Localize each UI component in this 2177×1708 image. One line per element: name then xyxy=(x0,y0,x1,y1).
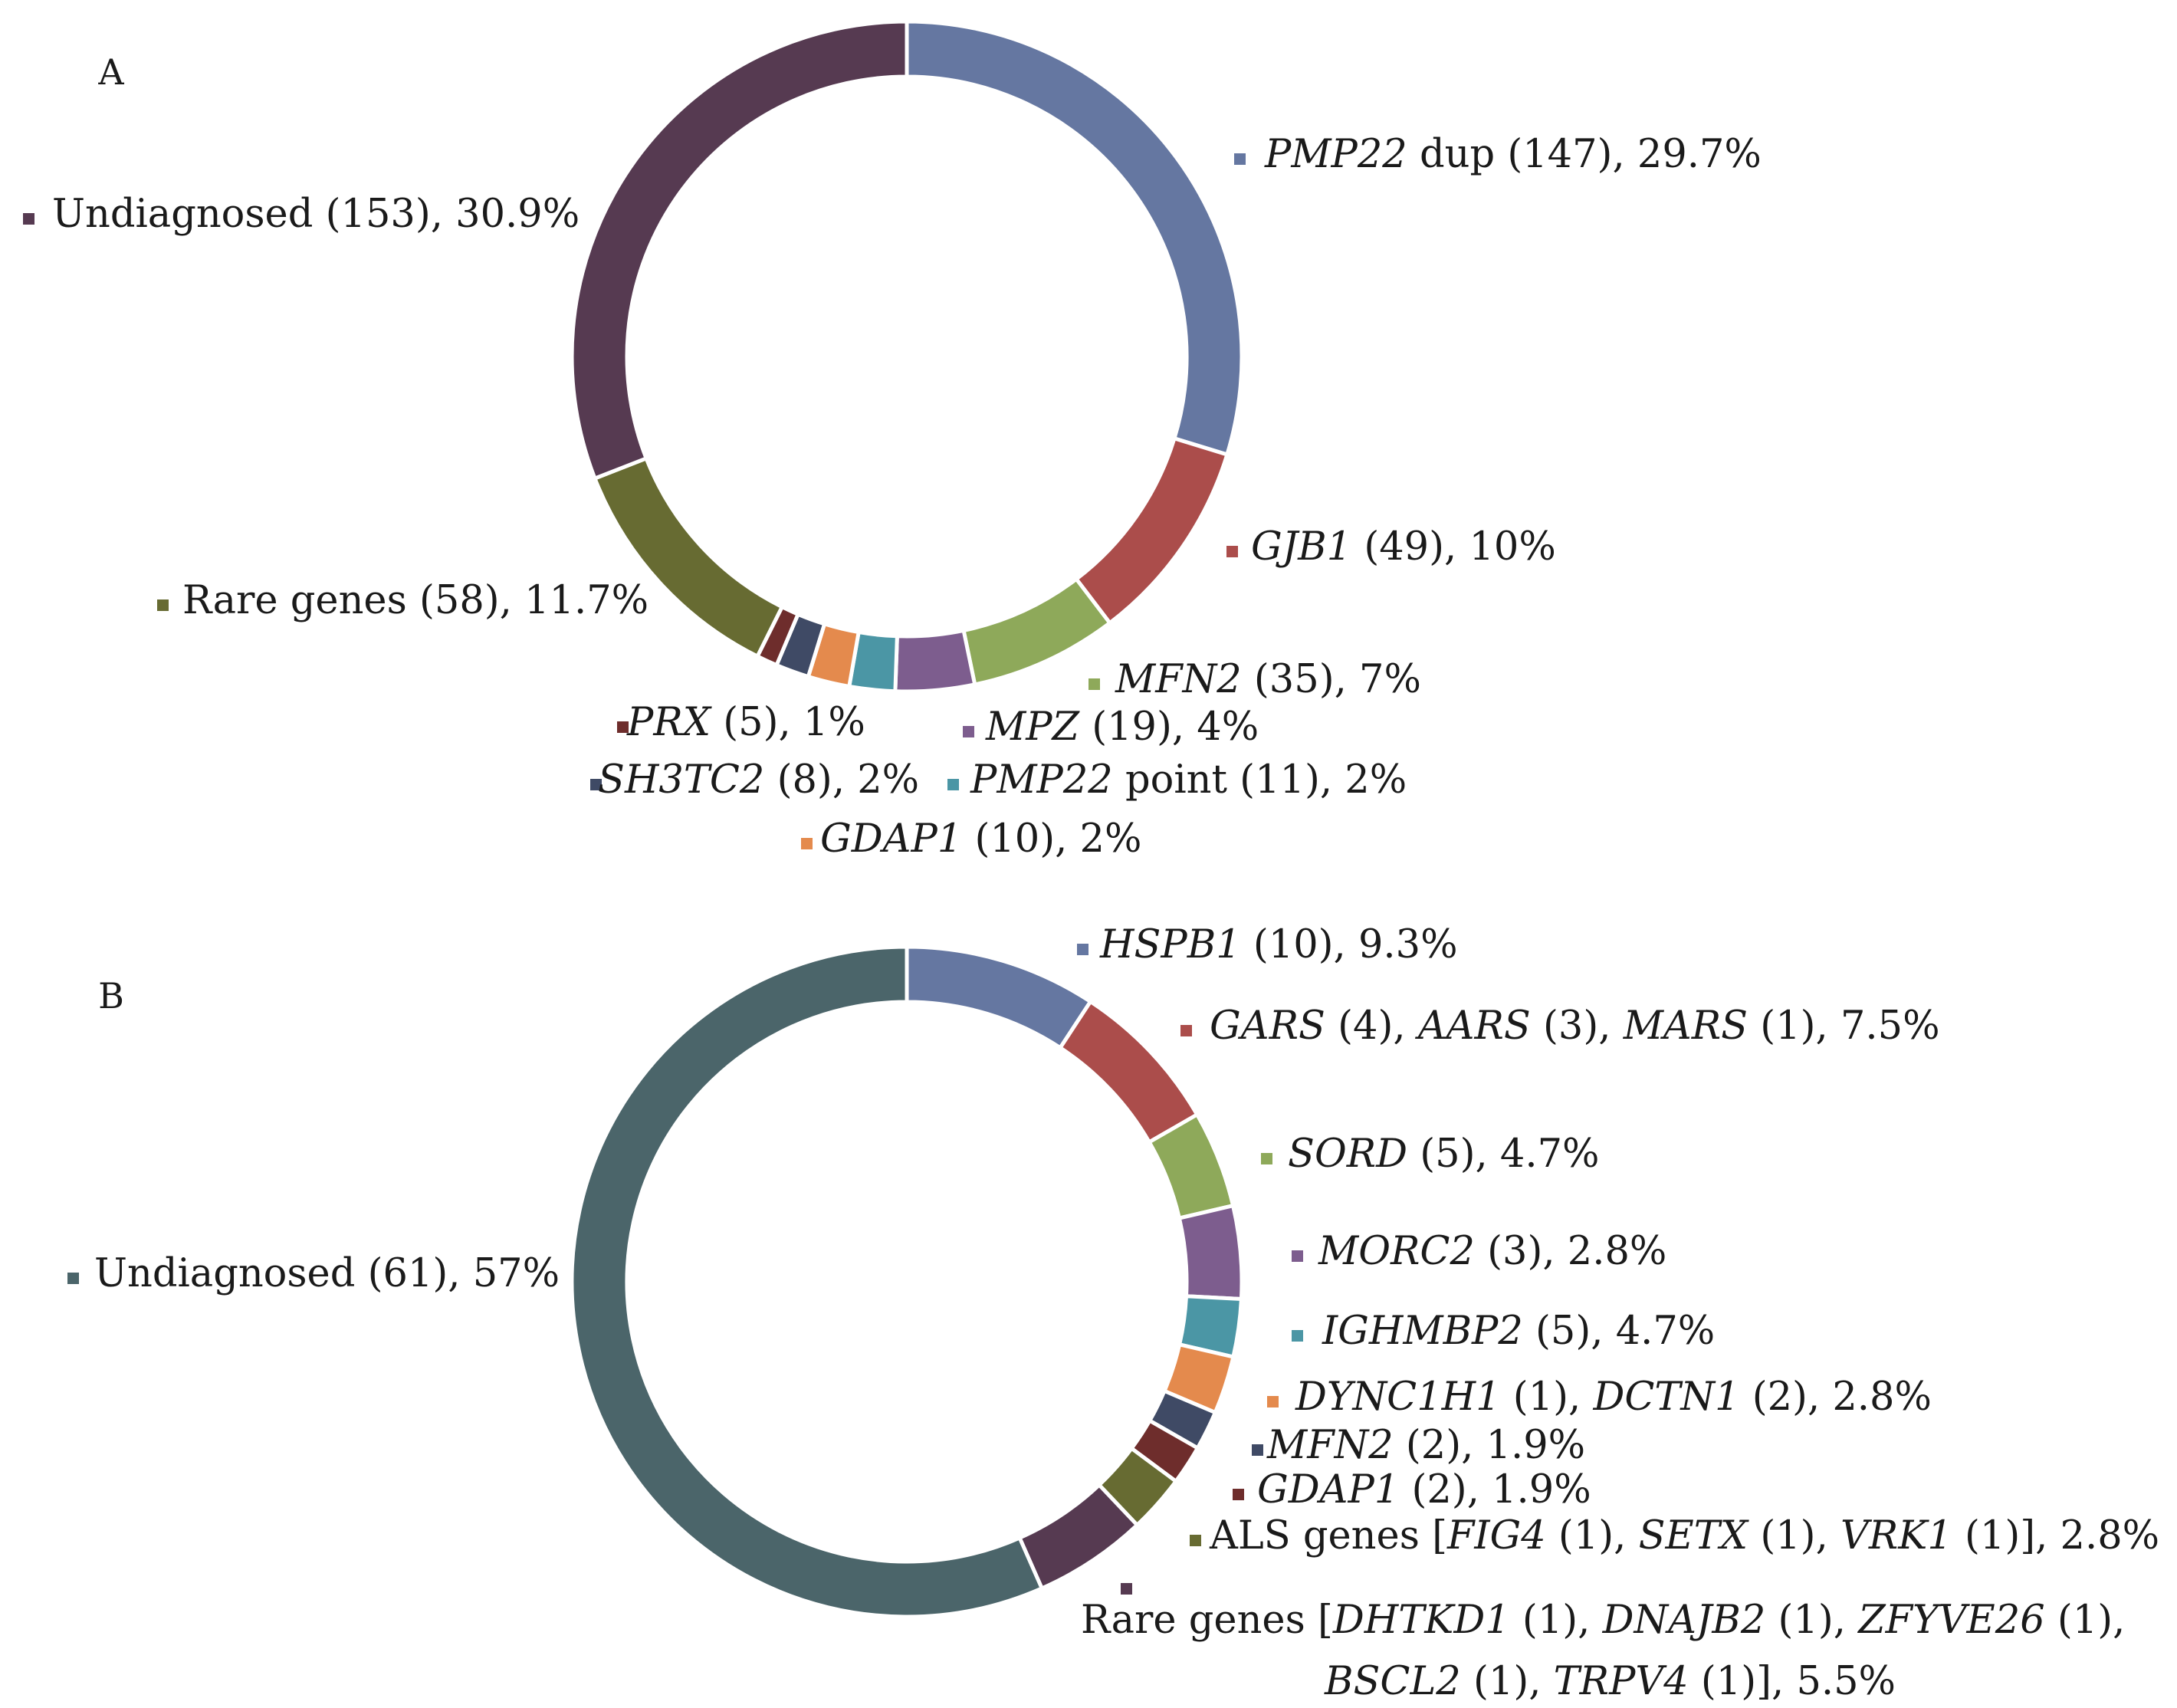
slice-a-pmp22-dup xyxy=(905,19,1244,458)
legend-marker-b-mfn2 xyxy=(1252,1444,1263,1456)
slice-label-a-mfn2: MFN2 (35), 7% xyxy=(1115,657,1421,702)
slice-label-a-prx: PRX (5), 1% xyxy=(626,700,865,745)
legend-marker-b-als-genes xyxy=(1190,1535,1201,1546)
slice-label-a-sh3tc2: SH3TC2 (8), 2% xyxy=(598,757,919,803)
slice-label-b-ighmbp2: IGHMBP2 (5), 4.7% xyxy=(1322,1309,1715,1354)
slice-label-a-gdap1: GDAP1 (10), 2% xyxy=(820,816,1141,862)
slice-a-gjb1 xyxy=(1073,435,1230,626)
panel-label-a: A xyxy=(97,51,124,93)
legend-marker-a-sh3tc2 xyxy=(590,779,602,790)
slice-label-b-hspb1: HSPB1 (10), 9.3% xyxy=(1099,922,1458,967)
slice-b-morc2 xyxy=(1177,1203,1244,1302)
slice-a-undiagnosed xyxy=(570,19,909,481)
slice-label-b-als-genes: ALS genes [FIG4 (1), SETX (1), VRK1 (1)]… xyxy=(1209,1513,2159,1559)
slice-label-b-sord: SORD (5), 4.7% xyxy=(1288,1132,1600,1177)
slice-label-b-dync1h1-dctn1: DYNC1H1 (1), DCTN1 (2), 2.8% xyxy=(1295,1375,1932,1420)
slice-a-rare-genes xyxy=(592,455,785,659)
slice-label-b-morc2: MORC2 (3), 2.8% xyxy=(1318,1229,1666,1274)
legend-marker-b-hspb1 xyxy=(1077,944,1088,955)
slice-label-b-rare-genes-line2: BSCL2 (1), TRPV4 (1)], 5.5% xyxy=(1324,1659,1896,1704)
slice-label-b-rare-genes: Rare genes [DHTKD1 (1), DNAJB2 (1), ZFYV… xyxy=(1081,1598,2125,1643)
slice-label-b-gars-aars-mars: GARS (4), AARS (3), MARS (1), 7.5% xyxy=(1210,1003,1940,1049)
legend-marker-a-gdap1 xyxy=(801,838,813,849)
legend-marker-b-undiagnosed xyxy=(67,1273,79,1284)
legend-marker-a-mpz xyxy=(963,726,974,737)
legend-marker-a-undiagnosed xyxy=(23,213,34,225)
legend-marker-a-gjb1 xyxy=(1226,546,1238,557)
legend-marker-a-prx xyxy=(617,721,629,733)
slice-b-gars-aars-mars xyxy=(1057,999,1200,1145)
legend-marker-b-sord xyxy=(1261,1153,1272,1164)
slice-a-mfn2 xyxy=(961,576,1113,687)
legend-marker-a-mfn2 xyxy=(1088,678,1100,690)
legend-marker-b-rare-genes xyxy=(1121,1583,1132,1595)
legend-marker-b-morc2 xyxy=(1292,1250,1303,1262)
slice-label-a-rare-genes: Rare genes (58), 11.7% xyxy=(182,578,649,623)
slice-b-hspb1 xyxy=(905,944,1094,1051)
slice-label-b-undiagnosed: Undiagnosed (61), 57% xyxy=(94,1251,560,1296)
panel-label-b: B xyxy=(98,975,124,1017)
slice-label-a-mpz: MPZ (19), 4% xyxy=(985,705,1259,750)
slice-a-mpz xyxy=(893,628,977,694)
slice-label-a-pmp22-dup: PMP22 dup (147), 29.7% xyxy=(1264,132,1762,177)
slice-label-a-undiagnosed: Undiagnosed (153), 30.9% xyxy=(52,192,580,237)
slice-label-a-gjb1: GJB1 (49), 10% xyxy=(1251,524,1556,570)
legend-marker-a-pmp22-point xyxy=(947,779,959,790)
slice-label-b-gdap1: GDAP1 (2), 1.9% xyxy=(1257,1467,1591,1513)
slice-label-b-mfn2: MFN2 (2), 1.9% xyxy=(1266,1423,1585,1468)
legend-marker-b-gars-aars-mars xyxy=(1180,1025,1192,1036)
donut-chart-a: A PMP22 dup (147), 29.7% GJB1 (49), 10% MFN… xyxy=(23,19,1762,862)
slice-b-undiagnosed xyxy=(570,944,1045,1619)
slice-label-a-pmp22-point: PMP22 point (11), 2% xyxy=(970,757,1407,803)
legend-marker-b-dync1h1-dctn1 xyxy=(1267,1396,1279,1407)
legend-marker-a-rare-genes xyxy=(157,599,169,611)
legend-marker-b-gdap1 xyxy=(1233,1489,1244,1500)
legend-marker-b-ighmbp2 xyxy=(1292,1330,1303,1342)
legend-marker-a-pmp22-dup xyxy=(1234,153,1246,165)
donut-chart-b: B HSPB1 (10), 9.3% GARS (4), AARS (3), MAR… xyxy=(67,922,2159,1704)
